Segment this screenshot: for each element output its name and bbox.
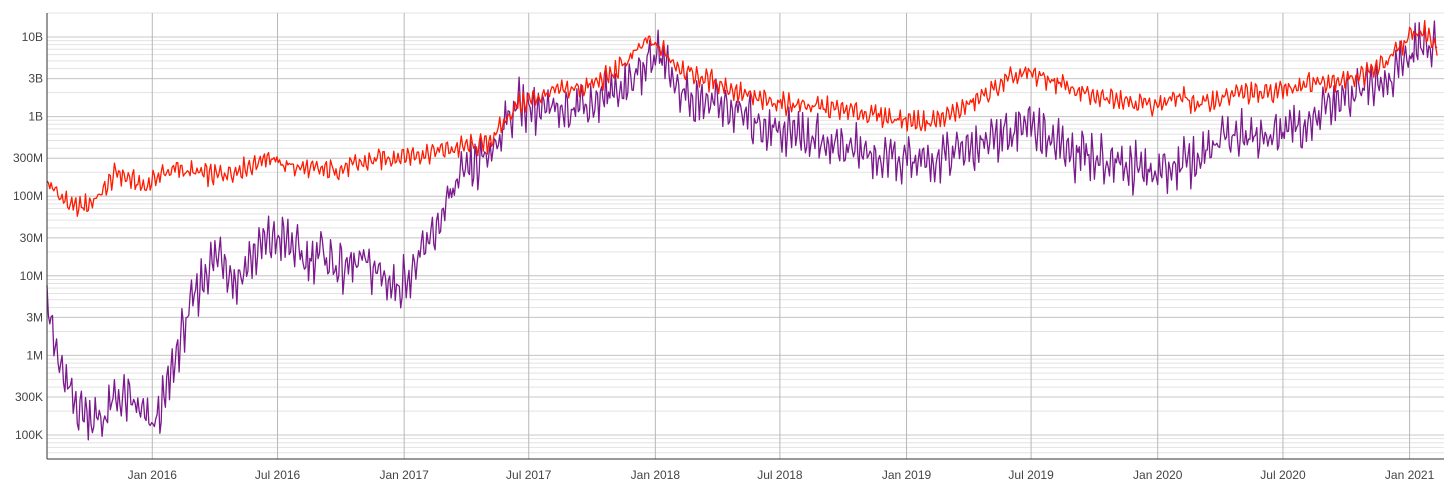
y-tick-label: 3M [26,310,43,324]
axes [46,13,1444,460]
x-tick-label: Jul 2017 [506,468,552,482]
y-tick-label: 100K [15,428,43,442]
minor-gridlines [47,12,1444,460]
y-tick-label: 100M [13,189,43,203]
series-line-purple [46,20,1438,441]
y-axis-tick-labels: 10B 3B 1B 300M 100M 30M 10M 3M 1M 300K 100K [13,30,43,442]
x-tick-label: Jan 2016 [128,468,178,482]
x-tick-label: Jan 2020 [1133,468,1183,482]
x-tick-label: Jul 2019 [1008,468,1054,482]
y-tick-label: 300K [15,390,43,404]
x-tick-label: Jul 2016 [255,468,301,482]
major-gridlines [47,36,1444,436]
x-tick-label: Jan 2018 [631,468,681,482]
y-tick-label: 3B [28,72,43,86]
x-tick-label: Jul 2018 [757,468,803,482]
y-tick-label: 300M [13,151,43,165]
y-tick-label: 10M [20,269,43,283]
series-line-red [46,19,1438,217]
x-tick-label: Jan 2017 [379,468,429,482]
y-tick-label: 10B [22,30,43,44]
y-tick-label: 1B [28,110,43,124]
x-tick-label: Jan 2021 [1385,468,1435,482]
y-tick-label: 30M [20,231,43,245]
y-tick-label: 1M [26,348,43,362]
series-layer [46,19,1438,441]
x-axis-tick-labels: Jan 2016 Jul 2016 Jan 2017 Jul 2017 Jan 2018… [128,468,1435,482]
vertical-gridlines [151,13,1411,459]
x-tick-label: Jul 2020 [1260,468,1306,482]
x-tick-label: Jan 2019 [882,468,932,482]
